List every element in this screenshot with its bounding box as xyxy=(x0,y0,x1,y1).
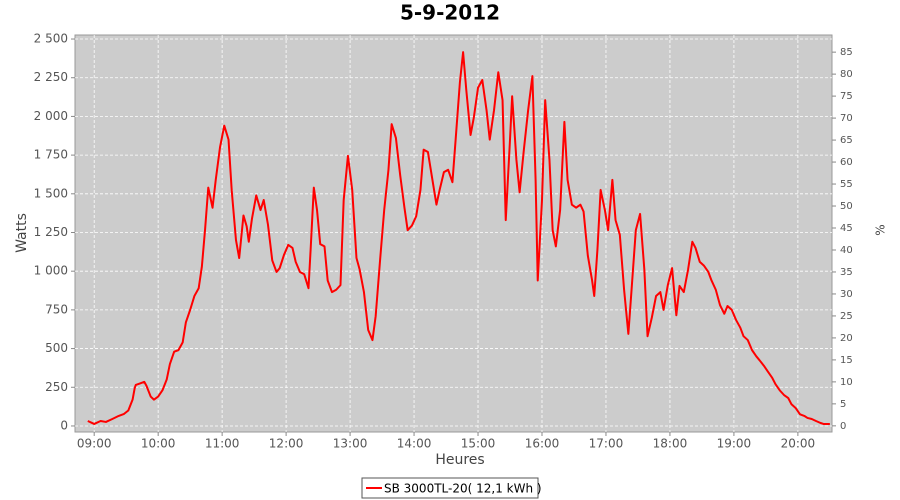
series-line xyxy=(87,51,830,425)
y2-tick-label: 75 xyxy=(840,91,853,102)
y-tick-label: 2 000 xyxy=(34,109,68,123)
y2-tick-label: 80 xyxy=(840,69,853,80)
y2-tick-label: 10 xyxy=(840,377,853,388)
y2-tick-label: 25 xyxy=(840,311,853,322)
x-tick-label: 13:00 xyxy=(333,437,368,451)
y-tick-label: 1 750 xyxy=(34,148,68,162)
y2-tick-label: 60 xyxy=(840,157,853,168)
y2-tick-label: 40 xyxy=(840,245,853,256)
x-tick-label: 18:00 xyxy=(653,437,688,451)
x-tick-label: 12:00 xyxy=(269,437,304,451)
chart-title: 5-9-2012 xyxy=(400,1,500,25)
legend-label: SB 3000TL-20( 12,1 kWh ) xyxy=(384,482,542,496)
y2-tick-label: 45 xyxy=(840,223,853,234)
y2-tick-label: 65 xyxy=(840,135,853,146)
y2-axis-label: % xyxy=(874,224,888,235)
x-tick-label: 17:00 xyxy=(589,437,624,451)
y-axis-label: Watts xyxy=(14,213,30,253)
x-tick-label: 09:00 xyxy=(77,437,112,451)
y2-tick-label: 0 xyxy=(840,421,846,432)
y-tick-label: 750 xyxy=(45,302,68,316)
y2-tick-label: 35 xyxy=(840,267,853,278)
x-tick-label: 14:00 xyxy=(397,437,432,451)
y2-tick-label: 85 xyxy=(840,47,853,58)
y2-tick-label: 70 xyxy=(840,113,853,124)
y-tick-label: 2 500 xyxy=(34,32,68,46)
x-tick-label: 11:00 xyxy=(205,437,240,451)
y2-tick-label: 50 xyxy=(840,201,853,212)
x-tick-label: 19:00 xyxy=(717,437,752,451)
y-tick-label: 1 250 xyxy=(34,225,68,239)
y-tick-label: 2 250 xyxy=(34,70,68,84)
x-axis-label: Heures xyxy=(435,452,484,468)
y2-tick-label: 5 xyxy=(840,399,846,410)
plot-area xyxy=(74,34,833,433)
y-tick-label: 1 000 xyxy=(34,264,68,278)
y-tick-label: 500 xyxy=(45,341,68,355)
x-tick-label: 16:00 xyxy=(525,437,560,451)
y-tick-label: 0 xyxy=(60,418,68,432)
x-tick-label: 20:00 xyxy=(781,437,816,451)
y2-tick-label: 20 xyxy=(840,333,853,344)
x-tick-label: 15:00 xyxy=(461,437,496,451)
y2-tick-label: 30 xyxy=(840,289,853,300)
x-tick-label: 10:00 xyxy=(141,437,176,451)
y2-tick-label: 15 xyxy=(840,355,853,366)
y-tick-label: 1 500 xyxy=(34,186,68,200)
y2-tick-label: 55 xyxy=(840,179,853,190)
y-tick-label: 250 xyxy=(45,380,68,394)
legend xyxy=(361,477,539,499)
